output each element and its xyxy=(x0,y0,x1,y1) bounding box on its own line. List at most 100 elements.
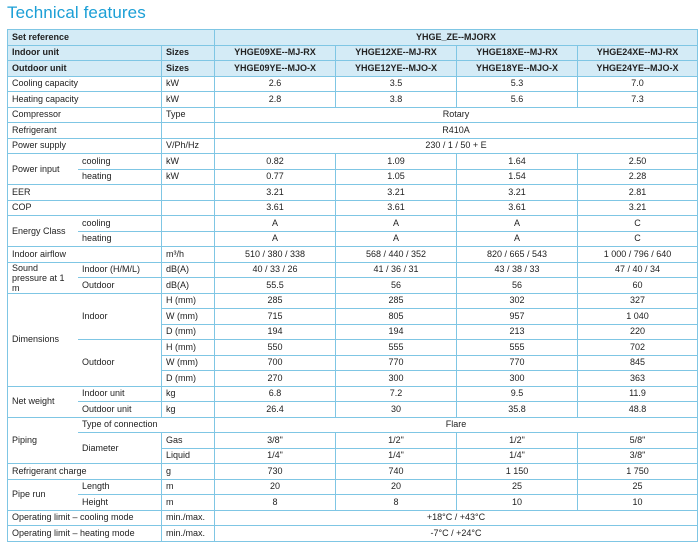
value-cell: 740 xyxy=(335,463,457,480)
row-label: Energy Class xyxy=(7,215,78,247)
table-row: Power supply V/Ph/Hz 230 / 1 / 50 + E xyxy=(7,137,699,154)
value-cell: 1 150 xyxy=(456,463,578,480)
value-cell: A xyxy=(456,215,578,232)
indoor-model: YHGE09XE--MJ-RX xyxy=(214,44,336,61)
value-cell: 8 xyxy=(335,494,457,511)
row-label: Pipe run xyxy=(7,478,78,511)
unit-cell xyxy=(161,230,215,247)
value-cell: 770 xyxy=(335,354,457,371)
unit-cell: min./max. xyxy=(161,525,215,542)
sub-label: Height xyxy=(77,494,162,511)
value-cell: 845 xyxy=(576,354,699,371)
table-row: Height m 8 8 10 10 xyxy=(8,494,699,511)
sub-label: cooling xyxy=(77,215,162,232)
value-cell: Flare xyxy=(213,416,699,433)
row-label: Operating limit – heating mode xyxy=(7,525,162,542)
value-cell: 957 xyxy=(456,308,578,325)
value-cell: 730 xyxy=(214,463,336,480)
value-cell: 40 / 33 / 26 xyxy=(214,261,336,278)
value-cell: 3.61 xyxy=(214,199,336,216)
value-cell: 35.8 xyxy=(456,401,578,418)
unit-cell: min./max. xyxy=(161,509,215,526)
value-cell: 2.50 xyxy=(576,153,699,170)
outdoor-model: YHGE24YE--MJO-X xyxy=(576,60,699,77)
table-row: Outdoor H (mm) 550 555 555 702 xyxy=(8,339,699,387)
table-row: Outdoor unit Sizes YHGE09YE--MJO-X YHGE1… xyxy=(7,60,699,77)
value-cell: 1.09 xyxy=(335,153,457,170)
table-row: Dimensions Indoor H (mm) 285 285 302 327 xyxy=(7,292,699,387)
value-cell: 5/8" xyxy=(576,432,699,449)
unit-cell: D (mm) xyxy=(161,370,215,387)
sub-label: Type of connection xyxy=(77,416,215,433)
value-cell: 805 xyxy=(335,308,457,325)
sub-label: Indoor (H/M/L) xyxy=(77,261,162,278)
sub-label: Outdoor unit xyxy=(77,401,162,418)
value-cell: 3.21 xyxy=(335,184,457,201)
unit-cell: Gas xyxy=(161,432,215,449)
value-cell: 7.3 xyxy=(576,91,699,108)
value-cell: 1.64 xyxy=(456,153,578,170)
unit-cell: H (mm) xyxy=(161,292,215,309)
table-row: Compressor Type Rotary xyxy=(7,106,699,123)
sub-label: heating xyxy=(77,168,162,185)
unit-cell xyxy=(161,199,215,216)
value-cell: 56 xyxy=(335,277,457,294)
value-cell: 327 xyxy=(576,292,699,309)
unit-cell: H (mm) xyxy=(161,339,215,356)
value-cell: 285 xyxy=(214,292,336,309)
value-cell: 47 / 40 / 34 xyxy=(576,261,699,278)
table-row: heating kW 0.77 1.05 1.54 2.28 xyxy=(8,168,699,185)
row-label: Refrigerant xyxy=(7,122,162,139)
row-label: Refrigerant charge xyxy=(7,463,162,480)
table-row: Refrigerant R410A xyxy=(7,122,699,139)
outdoor-model: YHGE09YE--MJO-X xyxy=(214,60,336,77)
value-cell: A xyxy=(335,215,457,232)
unit-cell: V/Ph/Hz xyxy=(161,137,215,154)
row-label: Operating limit – cooling mode xyxy=(7,509,162,526)
value-cell: A xyxy=(214,230,336,247)
outdoor-unit-header: Outdoor unit xyxy=(7,60,162,77)
set-reference-label: Set reference xyxy=(7,29,215,46)
series-name: YHGE_ZE--MJORX xyxy=(213,29,699,46)
sizes-header: Sizes xyxy=(161,44,215,61)
value-cell: 3.61 xyxy=(456,199,578,216)
value-cell: 702 xyxy=(576,339,699,356)
value-cell: 213 xyxy=(456,323,578,340)
sizes-header: Sizes xyxy=(161,60,215,77)
value-cell: R410A xyxy=(213,122,699,139)
table-row: Outdoor dB(A) 55.5 56 56 60 xyxy=(8,277,699,294)
value-cell: 41 / 36 / 31 xyxy=(335,261,457,278)
value-cell: 770 xyxy=(456,354,578,371)
value-cell: 1 040 xyxy=(576,308,699,325)
unit-cell: dB(A) xyxy=(161,277,215,294)
value-cell: 5.3 xyxy=(456,75,578,92)
sub-label: Outdoor xyxy=(77,277,162,294)
value-cell: C xyxy=(576,215,699,232)
value-cell: 5.6 xyxy=(456,91,578,108)
value-cell: 1 000 / 796 / 640 xyxy=(576,246,699,263)
table-row: EER 3.21 3.21 3.21 2.81 xyxy=(7,184,699,201)
value-cell: 3.21 xyxy=(576,199,699,216)
unit-cell xyxy=(161,184,215,201)
table-row: Refrigerant charge g 730 740 1 150 1 750 xyxy=(7,463,699,480)
outdoor-model: YHGE12YE--MJO-X xyxy=(335,60,457,77)
table-row: heating A A A C xyxy=(8,230,699,247)
value-cell: 2.28 xyxy=(576,168,699,185)
unit-cell: g xyxy=(161,463,215,480)
value-cell: -7°C / +24°C xyxy=(213,525,699,542)
value-cell: 3/8" xyxy=(214,432,336,449)
indoor-unit-header: Indoor unit xyxy=(7,44,162,61)
unit-cell: kW xyxy=(161,91,215,108)
value-cell: 10 xyxy=(456,494,578,511)
unit-cell: m³/h xyxy=(161,246,215,263)
value-cell: 25 xyxy=(456,478,578,495)
table-row: Outdoor unit kg 26.4 30 35.8 48.8 xyxy=(8,401,699,418)
value-cell: 820 / 665 / 543 xyxy=(456,246,578,263)
value-cell: 568 / 440 / 352 xyxy=(335,246,457,263)
value-cell: 555 xyxy=(335,339,457,356)
unit-cell: kW xyxy=(161,168,215,185)
value-cell: 20 xyxy=(335,478,457,495)
indoor-model: YHGE24XE--MJ-RX xyxy=(576,44,699,61)
unit-cell: kW xyxy=(161,75,215,92)
sub-label: Indoor unit xyxy=(77,385,162,402)
